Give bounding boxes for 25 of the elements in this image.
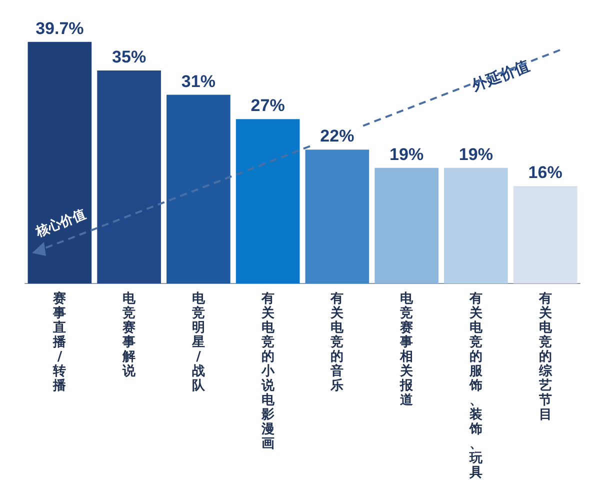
category-label: 有关电竞的服饰、装饰、玩具	[469, 291, 482, 480]
bar	[305, 150, 370, 284]
data-label: 39.7%	[36, 18, 84, 38]
bar	[97, 70, 161, 284]
annotation: 核心价值	[32, 206, 88, 240]
data-label: 19%	[390, 144, 424, 164]
data-label: 16%	[528, 163, 562, 182]
data-label: 35%	[112, 47, 146, 66]
x-tick-label: 赛事直播/转播	[52, 290, 68, 394]
bar	[166, 94, 230, 284]
data-label: 27%	[250, 96, 285, 116]
bar	[236, 119, 300, 284]
category-label: 有关电竞的小说电影漫画	[261, 291, 274, 452]
x-tick-label: 有关电竞的音乐	[330, 291, 345, 394]
bar	[513, 186, 578, 284]
bar	[374, 168, 438, 284]
bar	[28, 42, 92, 284]
category-label: 有关电竞的综艺节目	[538, 291, 552, 422]
bar	[444, 168, 508, 284]
x-tick-label: 电竞明星/战队	[190, 291, 206, 394]
x-tick-label: 电竞赛事解说	[122, 291, 137, 379]
data-label: 22%	[320, 126, 354, 146]
x-tick-label: 电竞赛事相关报道	[399, 291, 414, 408]
data-label: 31%	[181, 72, 216, 91]
data-label: 19%	[458, 144, 493, 164]
